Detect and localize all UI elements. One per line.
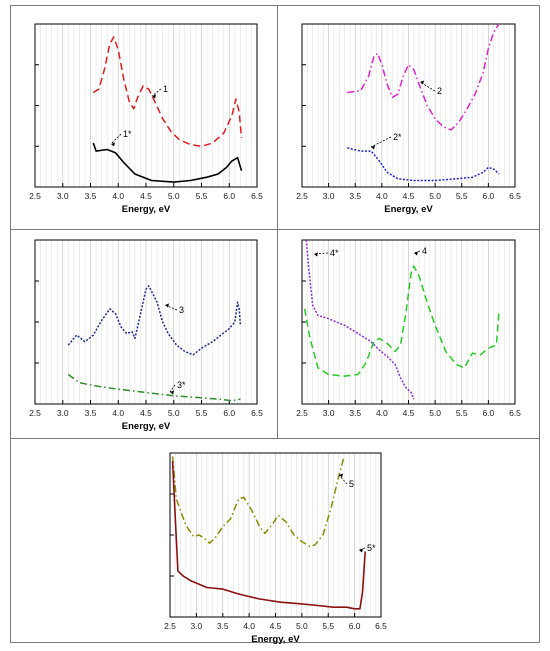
panel-5 xyxy=(10,438,540,643)
x-tick-label: 2.5 xyxy=(29,408,41,418)
x-tick-label: 3.0 xyxy=(190,621,202,631)
x-tick-label: 4.5 xyxy=(403,191,415,201)
x-tick-label: 3.0 xyxy=(57,191,69,201)
annotation-arrowhead xyxy=(165,303,169,308)
x-tick-label: 5.0 xyxy=(296,621,308,631)
x-tick-label: 6.0 xyxy=(349,621,361,631)
x-tick-label: 3.0 xyxy=(323,408,335,418)
series-line-5 xyxy=(171,456,345,548)
series-label: 3* xyxy=(177,380,186,390)
x-tick-label: 3.5 xyxy=(85,408,97,418)
x-tick-label: 2.5 xyxy=(164,621,176,631)
series-label: 1* xyxy=(123,129,132,139)
x-axis-label: Energy, eV xyxy=(122,204,171,215)
x-tick-label: 4.5 xyxy=(270,621,282,631)
x-tick-label: 5.5 xyxy=(322,621,334,631)
annotation-arrowhead xyxy=(152,94,156,99)
series-line-1* xyxy=(92,142,243,183)
x-tick-label: 6.5 xyxy=(251,408,263,418)
x-tick-label: 4.5 xyxy=(140,191,152,201)
x-tick-label: 6.0 xyxy=(482,191,494,201)
annotation-arrowhead xyxy=(339,473,343,478)
series-line-2 xyxy=(347,23,500,131)
series-line-5* xyxy=(171,461,366,610)
series-line-2* xyxy=(347,147,500,182)
annotation-arrowhead xyxy=(111,142,115,147)
chart-5: 2.5 3.0 3.5 4.0 4.5 5.0 5.5 6.0 6.5 Energy, eV 5 5* xyxy=(164,452,387,645)
x-tick-label: 2.5 xyxy=(296,191,308,201)
series-line-4* xyxy=(305,239,415,400)
annotation-arrowhead xyxy=(314,252,318,257)
x-axis-label: Energy, eV xyxy=(384,204,433,215)
annotation-arrow xyxy=(169,384,176,393)
x-tick-label: 4.0 xyxy=(376,408,388,418)
series-label: 1 xyxy=(163,84,168,94)
x-tick-label: 5.0 xyxy=(429,408,441,418)
annotation-arrow xyxy=(110,133,122,145)
annotation-arrow xyxy=(151,88,162,97)
x-tick-label: 6.5 xyxy=(251,191,263,201)
series-label: 2 xyxy=(437,86,442,96)
x-tick-label: 4.5 xyxy=(140,408,152,418)
x-axis-label: Energy, eV xyxy=(122,421,171,432)
annotation-arrowhead xyxy=(359,548,363,553)
x-tick-label: 3.5 xyxy=(349,408,361,418)
x-tick-label: 5.5 xyxy=(196,408,208,418)
chart-1: 2.5 3.0 3.5 4.0 4.5 5.0 5.5 6.0 6.5 Energy, eV 1 1* xyxy=(29,23,263,215)
series-line-1 xyxy=(92,36,243,148)
series-label: 5 xyxy=(349,479,354,489)
x-tick-label: 5.0 xyxy=(429,191,441,201)
x-tick-label: 6.5 xyxy=(375,621,387,631)
x-tick-label: 3.0 xyxy=(57,408,69,418)
x-tick-label: 4.5 xyxy=(403,408,415,418)
x-tick-label: 2.5 xyxy=(29,191,41,201)
x-tick-label: 4.0 xyxy=(112,191,124,201)
x-tick-label: 3.5 xyxy=(85,191,97,201)
series-line-4 xyxy=(303,265,500,377)
annotation-arrowhead xyxy=(371,145,375,150)
x-tick-label: 3.5 xyxy=(217,621,229,631)
x-tick-label: 3.0 xyxy=(323,191,335,201)
annotation-arrowhead xyxy=(170,390,174,395)
chart-2: 2.5 3.0 3.5 4.0 4.5 5.0 5.5 6.0 6.5 Energy, eV 2 2* xyxy=(296,23,521,215)
x-tick-label: 5.5 xyxy=(456,191,468,201)
x-tick-label: 5.0 xyxy=(168,408,180,418)
x-tick-label: 4.0 xyxy=(243,621,255,631)
x-tick-label: 6.0 xyxy=(223,408,235,418)
series-label: 4* xyxy=(330,248,339,258)
x-tick-label: 2.5 xyxy=(296,408,308,418)
series-label: 3 xyxy=(179,305,184,315)
x-tick-label: 5.5 xyxy=(456,408,468,418)
series-label: 5* xyxy=(367,543,376,553)
series-label: 2* xyxy=(393,132,402,142)
x-tick-label: 5.0 xyxy=(168,191,180,201)
x-tick-label: 4.0 xyxy=(376,191,388,201)
x-tick-label: 6.0 xyxy=(223,191,235,201)
annotation-arrowhead xyxy=(414,251,418,256)
chart-4: 2.5 3.0 3.5 4.0 4.5 5.0 5.5 6.0 6.5 4 4* xyxy=(296,239,521,418)
annotation-arrowhead xyxy=(420,80,424,85)
series-label: 4 xyxy=(422,246,427,256)
x-tick-label: 6.5 xyxy=(509,408,521,418)
series-line-3 xyxy=(67,285,242,356)
x-tick-label: 5.5 xyxy=(196,191,208,201)
annotation-arrow xyxy=(338,474,348,485)
x-tick-label: 4.0 xyxy=(112,408,124,418)
series-line-3* xyxy=(67,373,241,402)
x-axis-label: Energy, eV xyxy=(251,634,300,645)
x-tick-label: 3.5 xyxy=(349,191,361,201)
chart-3: 2.5 3.0 3.5 4.0 4.5 5.0 5.5 6.0 6.5 Energy, eV 3 3* xyxy=(29,239,263,432)
x-tick-label: 6.5 xyxy=(509,191,521,201)
x-tick-label: 6.0 xyxy=(482,408,494,418)
annotation-arrow xyxy=(370,136,392,148)
